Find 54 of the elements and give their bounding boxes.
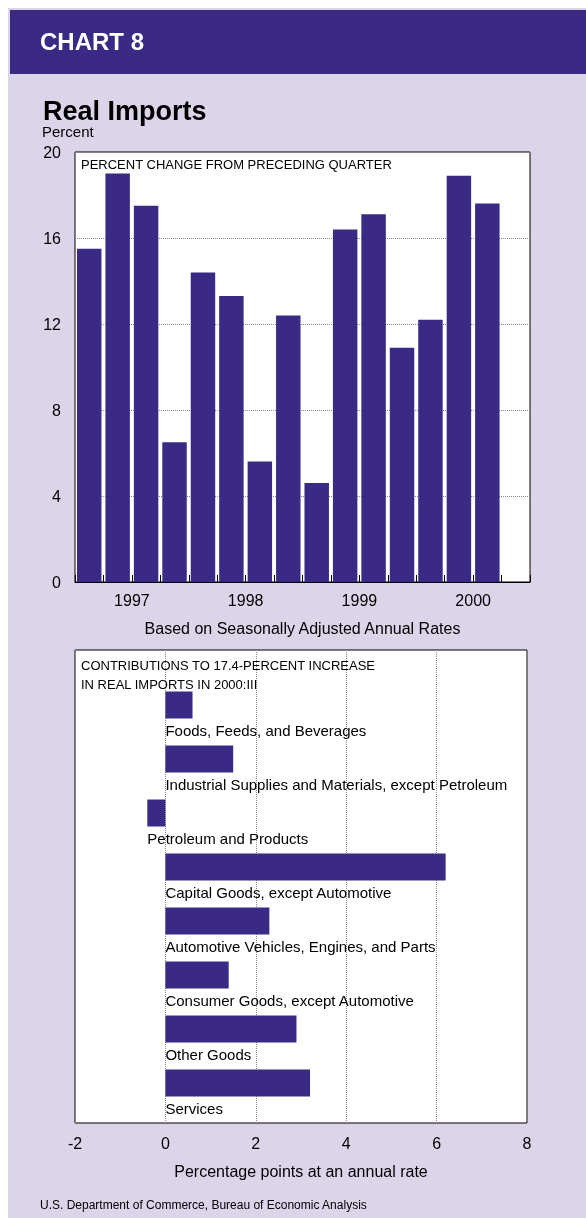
bar <box>418 319 443 582</box>
x-tick-label: 1999 <box>341 591 378 609</box>
bar <box>165 961 229 989</box>
y-tick-label: 4 <box>52 487 62 505</box>
x-tick-label: 4 <box>341 1134 351 1152</box>
y-axis-title: Percent <box>42 123 95 140</box>
bar <box>361 214 386 582</box>
bar <box>332 229 358 582</box>
bar <box>304 483 329 582</box>
bar <box>165 691 193 719</box>
y-tick-label: 12 <box>43 315 62 333</box>
bar <box>162 442 187 582</box>
y-tick-label: Other Goods <box>165 1045 252 1063</box>
bar <box>165 1069 311 1097</box>
x-tick-label: 2 <box>251 1134 261 1152</box>
y-tick-label: Automotive Vehicles, Engines, and Parts <box>165 937 436 955</box>
chart-title: CONTRIBUTIONS TO 17.4-PERCENT INCREASE IN REAL IMPORTS IN 2000:III <box>81 658 376 692</box>
y-tick-label: 16 <box>43 229 62 247</box>
x-tick-label: 2000 <box>455 591 492 609</box>
bar <box>190 272 216 582</box>
y-tick-label: Foods, Feeds, and Beverages <box>165 721 367 739</box>
bar <box>219 296 244 582</box>
x-axis-title: Based on Seasonally Adjusted Annual Rates <box>144 619 461 637</box>
y-tick-label: Services <box>165 1099 223 1117</box>
chart-title: CHART 8 <box>10 10 586 74</box>
bar <box>165 907 270 935</box>
x-tick-label: 8 <box>522 1134 532 1152</box>
y-tick-label: 8 <box>52 401 62 419</box>
y-tick-label: 20 <box>43 143 62 161</box>
bar <box>446 175 472 582</box>
bar <box>76 248 102 582</box>
bar <box>276 315 301 582</box>
x-tick-label: -2 <box>67 1134 83 1152</box>
y-tick-label: Capital Goods, except Automotive <box>165 883 392 901</box>
y-tick-label: 0 <box>52 573 62 591</box>
x-tick-label: 6 <box>432 1134 442 1152</box>
bar <box>389 347 415 582</box>
text: U.S. Department of Commerce, Bureau of Economic Analysis <box>40 1198 367 1212</box>
bar <box>165 1015 297 1043</box>
chart-subtitle: Real Imports <box>43 95 207 126</box>
annotation: PERCENT CHANGE FROM PRECEDING QUARTER <box>81 157 392 172</box>
x-tick-label: 1997 <box>114 591 150 609</box>
y-tick-label: Consumer Goods, except Automotive <box>165 991 414 1009</box>
y-tick-label: Industrial Supplies and Materials, except Petroleum <box>165 775 508 793</box>
bar <box>165 745 234 773</box>
x-axis-title: Percentage points at an annual rate <box>174 1162 428 1180</box>
bar <box>165 853 446 881</box>
bar <box>133 205 159 582</box>
y-tick-label: Petroleum and Products <box>147 829 309 847</box>
x-tick-label: 1998 <box>227 591 264 609</box>
bar <box>147 799 166 827</box>
bar <box>105 173 130 582</box>
bar <box>247 461 273 582</box>
bar <box>475 203 500 582</box>
